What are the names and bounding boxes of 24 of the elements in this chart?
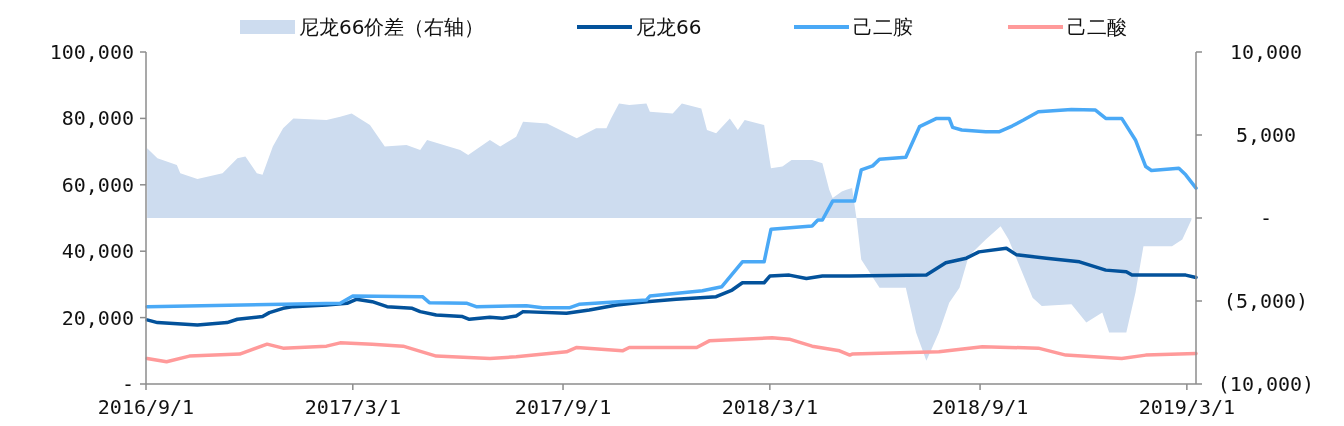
x-tick-label: 2018/9/1 bbox=[931, 395, 1029, 419]
legend-label: 尼龙66 bbox=[636, 15, 702, 39]
line-series bbox=[145, 336, 1198, 364]
legend-label: 尼龙66价差（右轴） bbox=[299, 15, 485, 39]
y-tick-label: - bbox=[121, 372, 134, 396]
line-series bbox=[145, 107, 1198, 310]
y-tick-label: 100,000 bbox=[49, 40, 134, 64]
y-tick-label: 60,000 bbox=[61, 172, 134, 197]
x-tick-label: 2016/9/1 bbox=[97, 395, 195, 419]
line-series bbox=[145, 246, 1198, 327]
x-tick-label: 2019/3/1 bbox=[1138, 395, 1236, 419]
y2-tick-label: (5,000) bbox=[1223, 289, 1309, 313]
legend-label: 己二酸 bbox=[1067, 15, 1127, 39]
y2-tick-label: 10,000 bbox=[1229, 40, 1303, 64]
y-tick-label: 80,000 bbox=[61, 106, 134, 131]
y-tick-label: 40,000 bbox=[61, 239, 134, 264]
y-tick-label: 20,000 bbox=[61, 305, 134, 330]
y2-tick-label: (10,000) bbox=[1217, 372, 1315, 396]
x-tick-label: 2017/3/1 bbox=[304, 395, 401, 419]
x-tick-label: 2017/9/1 bbox=[514, 395, 612, 419]
x-tick-label: 2018/3/1 bbox=[721, 395, 818, 419]
y2-tick-label: 5,000 bbox=[1235, 123, 1297, 147]
legend-label: 己二胺 bbox=[853, 15, 913, 39]
y2-tick-label: - bbox=[1259, 206, 1273, 230]
